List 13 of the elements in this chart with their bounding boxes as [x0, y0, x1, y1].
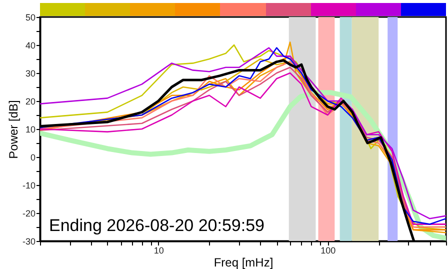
y-tick-label: -20: [22, 208, 36, 218]
y-axis-title: Power [dB]: [6, 100, 20, 159]
y-tick-label: 20: [25, 96, 36, 106]
y-tick-label: -30: [22, 236, 36, 246]
y-tick-label: 0: [30, 152, 36, 162]
y-tick-label: 40: [25, 40, 36, 50]
x-tick-label: 100: [320, 246, 336, 256]
annotation: Ending 2026-08-20 20:59:59: [49, 216, 265, 235]
y-tick-label: 50: [25, 12, 36, 22]
y-tick-label: 30: [25, 68, 36, 78]
y-tick-label: 10: [25, 124, 36, 134]
y-tick-label: -10: [22, 180, 36, 190]
x-axis-title: Freq [mHz]: [214, 256, 274, 269]
